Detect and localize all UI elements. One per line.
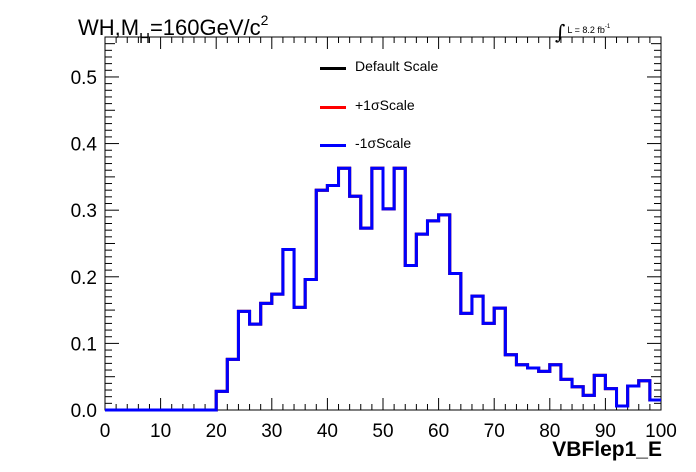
legend-line-plus <box>320 105 346 109</box>
legend-line-minus <box>320 144 346 147</box>
y-tick-label: 0.4 <box>71 135 98 156</box>
title-subscript: H <box>139 30 150 47</box>
lumi-superscript: -1 <box>604 24 611 30</box>
histogram-series-2 <box>105 166 661 412</box>
luminosity-label: ∫ L = 8.2 fb-1 <box>555 20 610 44</box>
title-rest: =160GeV/c <box>149 15 261 40</box>
lumi-text: L = 8.2 fb <box>567 25 605 35</box>
title-superscript: 2 <box>260 12 269 28</box>
title-main: WH,M <box>78 15 140 40</box>
x-tick-label: 80 <box>539 421 560 442</box>
x-tick-label: 40 <box>317 421 338 442</box>
x-tick-label: 70 <box>484 421 505 442</box>
x-tick-label: 30 <box>261 421 282 442</box>
y-tick-label: 0.2 <box>71 268 97 289</box>
x-tick-label: 100 <box>645 421 677 442</box>
x-axis-title: VBFlep1_E <box>552 438 662 461</box>
y-tick-label: 0.0 <box>71 401 97 422</box>
x-tick-label: 50 <box>372 421 393 442</box>
x-tick-label: 0 <box>100 421 111 442</box>
legend-label-minus: -1σScale <box>355 135 412 151</box>
legend-label-default: Default Scale <box>355 58 439 74</box>
y-tick-label: 0.1 <box>71 334 97 355</box>
plot-frame <box>104 36 662 411</box>
y-tick-label: 0.5 <box>71 68 97 89</box>
x-tick-label: 60 <box>428 421 449 442</box>
legend-line-default <box>320 67 346 70</box>
integral-icon: ∫ <box>555 20 566 44</box>
y-tick-label: 0.3 <box>71 201 97 222</box>
x-tick-label: 20 <box>206 421 227 442</box>
x-tick-label: 10 <box>150 421 171 442</box>
chart-title: WH,MH=160GeV/c2 <box>78 12 268 47</box>
legend-label-plus: +1σScale <box>355 96 415 113</box>
x-tick-label: 90 <box>595 421 616 442</box>
